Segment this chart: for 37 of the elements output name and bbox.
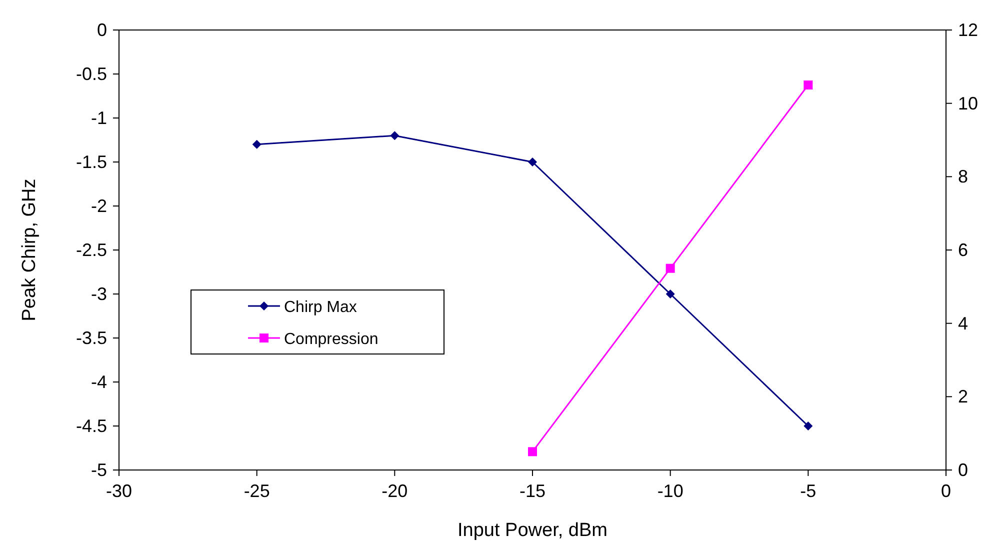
x-tick-label: -10	[657, 481, 684, 501]
point	[390, 131, 400, 140]
y-tick-label: -5	[90, 460, 107, 480]
y2-tick-label: 12	[958, 20, 978, 40]
x-tick-label: -30	[106, 481, 132, 501]
y-tick-label: -1.5	[76, 152, 107, 172]
y-tick-label: -3	[90, 284, 107, 304]
y-axis-title: Peak Chirp, GHz	[19, 178, 40, 322]
point	[804, 422, 813, 430]
y-tick-label: -2	[90, 196, 107, 216]
y-tick-label: -4.5	[76, 416, 107, 436]
point	[804, 80, 813, 90]
point	[252, 140, 262, 149]
legend-label: Chirp Max	[284, 299, 357, 316]
y2-tick-label: 10	[958, 93, 978, 114]
y2-tick-label: 2	[958, 386, 968, 407]
y-tick-label: -1	[90, 108, 107, 128]
y2-tick-label: 6	[958, 240, 968, 260]
y-tick-label: -2.5	[76, 240, 107, 260]
x-tick-label: 0	[940, 481, 952, 501]
x-tick-label: -25	[244, 481, 270, 501]
y-tick-label: 0	[96, 20, 107, 40]
point	[666, 290, 675, 298]
x-tick-label: -5	[800, 481, 816, 501]
y2-tick-label: 0	[958, 460, 968, 480]
legend-label: Compression	[284, 331, 378, 348]
x-tick-label: -15	[519, 481, 546, 501]
y-tick-label: -4	[90, 372, 107, 392]
y-tick-label: -3.5	[76, 328, 107, 348]
point	[666, 264, 675, 273]
x-tick-label: -20	[382, 481, 408, 501]
x-axis-title: Input Power, dBm	[458, 520, 608, 541]
y2-tick-label: 4	[958, 313, 968, 334]
point	[528, 158, 537, 166]
y2-tick-label: 8	[958, 166, 968, 187]
point	[528, 447, 537, 456]
y-tick-label: -0.5	[76, 64, 107, 84]
